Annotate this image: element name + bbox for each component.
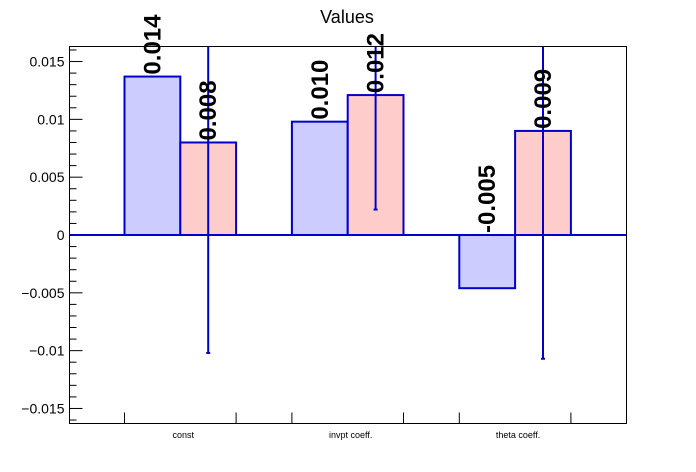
y-tick-label: 0: [57, 227, 65, 243]
data-label: 0.010: [307, 60, 334, 120]
bar: [123, 75, 182, 236]
x-tick-label: theta coeff.: [496, 430, 540, 440]
y-axis: 0.015 0.01 0.005 0 −0.005 −0.01 −0.015: [21, 49, 83, 421]
data-label: -0.005: [474, 165, 501, 233]
y-tick-label: −0.01: [29, 343, 65, 359]
chart-title: Values: [320, 7, 374, 27]
data-label: 0.014: [139, 14, 166, 75]
bar: [458, 234, 517, 290]
y-tick-label: 0.015: [29, 54, 64, 70]
y-tick-label: 0.005: [29, 169, 64, 185]
data-label: 0.009: [530, 69, 557, 129]
x-axis: const invpt coeff. theta coeff.: [124, 412, 572, 440]
bars: [123, 75, 572, 290]
bar: [290, 120, 349, 236]
error-bars: [206, 46, 545, 360]
y-tick-label: −0.015: [21, 400, 64, 416]
y-tick-label: −0.005: [21, 285, 64, 301]
x-tick-label: invpt coeff.: [329, 430, 372, 440]
y-tick-label: 0.01: [37, 111, 64, 127]
data-label: 0.008: [195, 80, 222, 140]
data-labels: 0.014 0.010 -0.005 0.008 0.012 0.009: [139, 14, 557, 233]
x-tick-label: const: [173, 430, 195, 440]
data-label: 0.012: [363, 33, 390, 93]
